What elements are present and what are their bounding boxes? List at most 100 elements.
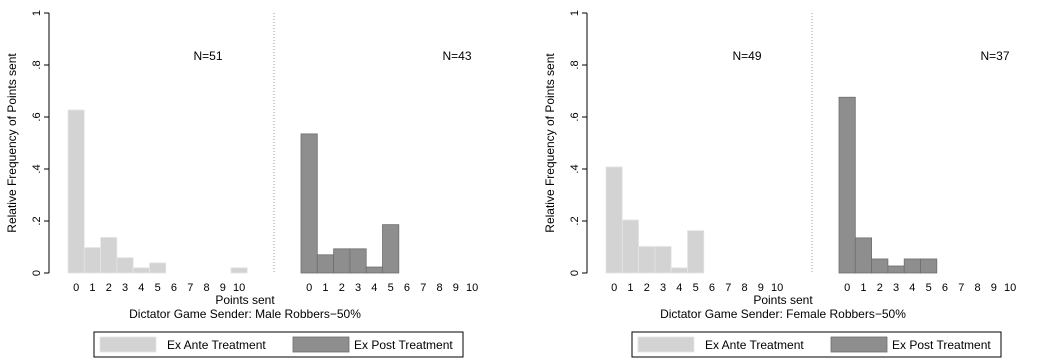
legend: Ex Ante Treatment Ex Post Treatment [93, 331, 464, 358]
x-tick-label: 8 [741, 282, 747, 294]
legend-label: Ex Ante Treatment [167, 338, 266, 352]
chart-subtitle: Dictator Game Sender: Female Robbers−50% [660, 307, 906, 321]
x-tick-label: 2 [339, 282, 345, 294]
x-tick-label: 9 [758, 282, 764, 294]
x-tick-label: 10 [233, 282, 245, 294]
x-tick-label: 8 [974, 282, 980, 294]
x-tick-label: 3 [660, 282, 666, 294]
sample-size-annotation: N=37 [980, 49, 1009, 63]
x-tick-label: 3 [893, 282, 899, 294]
bar-ex-ante-0 [67, 109, 85, 274]
legend: Ex Ante Treatment Ex Post Treatment [631, 331, 1002, 358]
x-axis-title: Points sent [753, 293, 813, 307]
y-tick-label: .8 [31, 60, 43, 69]
bar-ex-ante-5 [149, 262, 167, 274]
legend-label: Ex Post Treatment [354, 338, 453, 352]
legend-swatch-ex-ante [637, 336, 695, 353]
bar-ex-ante-5 [687, 230, 705, 274]
x-tick-label: 4 [909, 282, 915, 294]
x-tick-label: 4 [676, 282, 682, 294]
x-tick-label: 0 [306, 282, 312, 294]
bar-ex-ante-2 [100, 236, 118, 274]
x-tick-label: 1 [627, 282, 633, 294]
bar-ex-post-2 [333, 248, 351, 274]
x-tick-label: 0 [73, 282, 79, 294]
sample-size-annotation: N=43 [442, 49, 471, 63]
x-tick-label: 5 [926, 282, 932, 294]
y-tick-label: .2 [31, 216, 43, 225]
bar-ex-post-3 [887, 265, 905, 274]
y-axis-title: Relative Frequency of Points sent [5, 53, 19, 233]
x-tick-label: 2 [644, 282, 650, 294]
y-tick-label: 1 [569, 10, 581, 16]
y-tick-label: .4 [31, 164, 43, 173]
bar-ex-post-0 [838, 96, 856, 274]
x-tick-label: 2 [877, 282, 883, 294]
y-tick-label: .4 [569, 164, 581, 173]
chart-panel-2: 0 .2 .4 .6 .8 1 Relative Frequency of Points s… [543, 10, 1016, 358]
y-tick-label: 0 [569, 270, 581, 276]
bar-ex-ante-2 [638, 246, 656, 274]
bar-ex-post-4 [365, 266, 383, 274]
x-tick-label: 8 [436, 282, 442, 294]
bar-ex-post-3 [349, 248, 367, 274]
bar-ex-post-4 [903, 258, 921, 274]
x-tick-label: 9 [991, 282, 997, 294]
x-tick-label: 7 [725, 282, 731, 294]
legend-swatch-ex-post [292, 336, 350, 353]
chart-subtitle: Dictator Game Sender: Male Robbers−50% [129, 307, 361, 321]
x-axis-title: Points sent [215, 293, 275, 307]
sample-size-annotation: N=49 [732, 49, 761, 63]
x-tick-label: 1 [322, 282, 328, 294]
bar-ex-post-5 [382, 224, 400, 274]
bar-ex-ante-3 [654, 246, 672, 274]
bar-ex-post-0 [300, 133, 318, 274]
x-tick-label: 0 [844, 282, 850, 294]
bar-ex-post-2 [871, 258, 889, 274]
x-tick-label: 8 [203, 282, 209, 294]
y-tick-label: 0 [31, 270, 43, 276]
bar-ex-ante-1 [83, 247, 102, 274]
x-tick-label: 5 [693, 282, 699, 294]
bar-ex-ante-1 [621, 219, 639, 274]
bar-ex-ante-0 [605, 166, 623, 274]
x-tick-label: 6 [404, 282, 410, 294]
x-tick-label: 6 [171, 282, 177, 294]
x-tick-label: 9 [453, 282, 459, 294]
bar-ex-ante-3 [116, 257, 134, 274]
x-tick-label: 3 [122, 282, 128, 294]
x-tick-label: 1 [89, 282, 95, 294]
sample-size-annotation: N=51 [193, 49, 222, 63]
bar-ex-post-5 [920, 258, 938, 274]
bar-ex-ante-10 [230, 267, 248, 274]
y-tick-label: .6 [31, 112, 43, 121]
chart-panel-1: 0 .2 .4 .6 .8 1 Relative Frequency of Points s… [5, 10, 478, 358]
x-tick-label: 10 [1004, 282, 1016, 294]
y-tick-label: .6 [569, 112, 581, 121]
legend-label: Ex Ante Treatment [705, 338, 804, 352]
x-tick-label: 1 [860, 282, 866, 294]
x-tick-label: 4 [138, 282, 144, 294]
legend-swatch-ex-ante [99, 336, 157, 353]
legend-label: Ex Post Treatment [892, 338, 991, 352]
y-axis-title: Relative Frequency of Points sent [543, 53, 557, 233]
x-tick-label: 5 [155, 282, 161, 294]
legend-swatch-ex-post [830, 336, 888, 353]
y-tick-label: .2 [569, 216, 581, 225]
x-tick-label: 7 [958, 282, 964, 294]
bar-ex-post-1 [854, 237, 872, 274]
x-tick-label: 10 [466, 282, 478, 294]
x-tick-label: 2 [106, 282, 112, 294]
bar-ex-ante-4 [670, 267, 688, 274]
bar-ex-post-1 [316, 254, 334, 274]
x-tick-label: 4 [371, 282, 377, 294]
x-tick-label: 7 [420, 282, 426, 294]
x-tick-label: 3 [355, 282, 361, 294]
y-tick-label: 1 [31, 10, 43, 16]
y-tick-label: .8 [569, 60, 581, 69]
x-tick-label: 7 [187, 282, 193, 294]
bar-ex-ante-4 [132, 267, 150, 274]
x-tick-label: 10 [771, 282, 783, 294]
x-tick-label: 6 [709, 282, 715, 294]
